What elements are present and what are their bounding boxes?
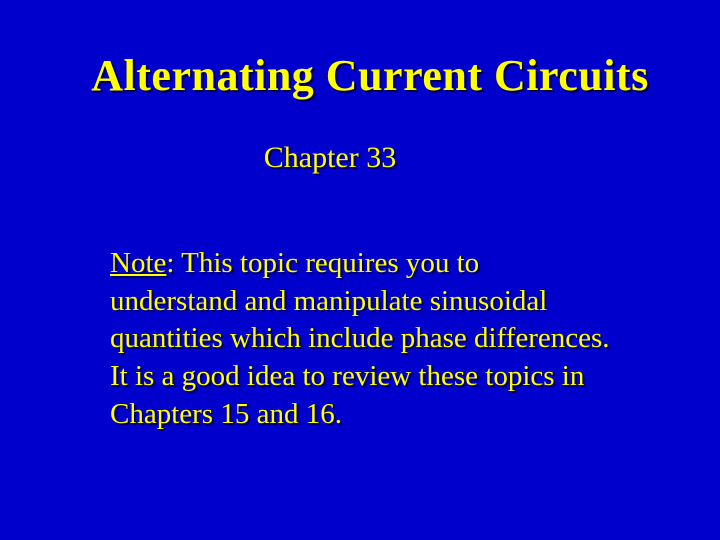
note-label: Note xyxy=(110,247,166,279)
slide-subtitle: Chapter 33 xyxy=(90,141,650,175)
slide-body: Note: This topic requires you to underst… xyxy=(90,245,650,433)
note-body: : This topic requires you to understand … xyxy=(110,247,610,430)
slide-title: Alternating Current Circuits xyxy=(90,50,650,101)
